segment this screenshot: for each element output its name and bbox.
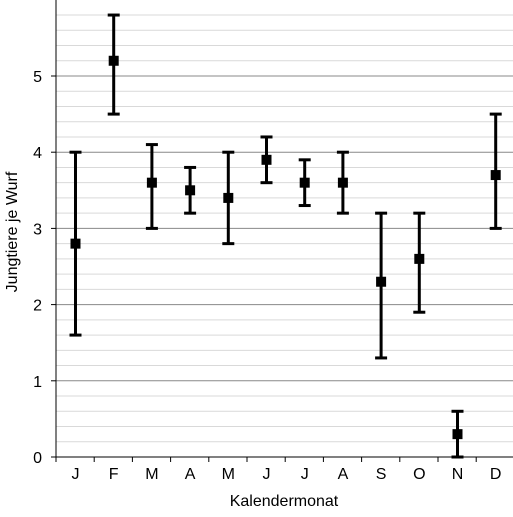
data-point [490, 170, 501, 181]
y-axis-label: Jungtiere je Wurf [4, 171, 21, 292]
x-tick-label: F [109, 466, 119, 483]
x-tick-label: J [72, 466, 80, 483]
x-tick-label: N [452, 466, 464, 483]
data-point [299, 177, 310, 188]
data-points [69, 13, 502, 459]
y-tick-label: 3 [33, 221, 42, 238]
x-tick-label: M [145, 466, 158, 483]
data-point [146, 177, 157, 188]
data-point [376, 276, 387, 287]
data-point [261, 154, 272, 165]
y-tick-label: 0 [33, 450, 42, 467]
x-tick-label: A [338, 466, 349, 483]
data-point [185, 185, 196, 196]
x-tick-label: O [413, 466, 425, 483]
data-point [70, 238, 81, 249]
data-point [223, 192, 234, 203]
grid [56, 14, 513, 443]
y-tick-label: 2 [33, 298, 42, 315]
x-tick-label: A [185, 466, 196, 483]
y-tick-label: 4 [33, 145, 42, 162]
y-tick-label: 5 [33, 69, 42, 86]
data-point [337, 177, 348, 188]
x-tick-label: M [222, 466, 235, 483]
x-tick-label: J [301, 466, 309, 483]
data-point [414, 253, 425, 264]
x-tick-label: J [263, 466, 271, 483]
data-point [108, 55, 119, 66]
x-axis-label: Kalendermonat [230, 493, 339, 510]
y-tick-labels: 0 1 2 3 4 5 [33, 69, 56, 467]
x-tick-label: D [490, 466, 502, 483]
y-tick-label: 1 [33, 374, 42, 391]
data-point [452, 429, 463, 440]
x-tick-label: S [376, 466, 387, 483]
